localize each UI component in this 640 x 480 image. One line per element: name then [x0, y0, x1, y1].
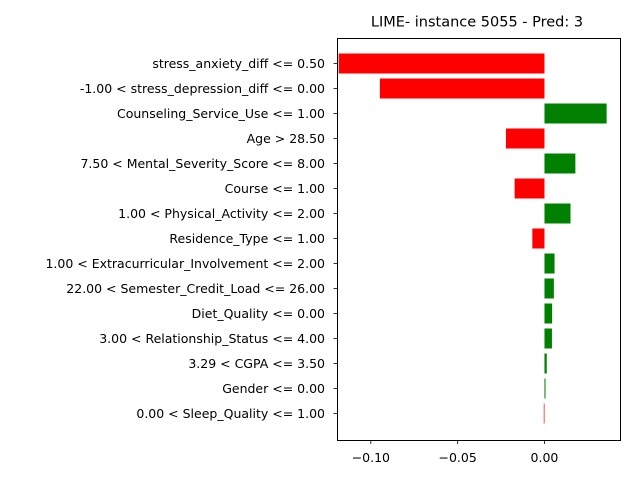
- bar-10: [544, 303, 553, 324]
- x-ticks: −0.10 −0.05 0.00: [352, 440, 559, 465]
- bar-7: [532, 228, 545, 249]
- bar-11: [544, 328, 552, 349]
- x-tick-label: −0.10: [352, 450, 390, 465]
- x-tick-label: 0.00: [531, 450, 559, 465]
- bar-9: [544, 278, 554, 299]
- bar-3: [505, 128, 545, 149]
- y-tick-label: 1.00 < Extracurricular_Involvement <= 2.…: [45, 256, 325, 271]
- bar-0: [338, 53, 545, 74]
- bar-8: [544, 253, 555, 274]
- y-tick-label: Age > 28.50: [247, 131, 325, 146]
- bar-14: [543, 403, 545, 424]
- chart-title: LIME- instance 5055 - Pred: 3: [371, 15, 583, 31]
- y-tick-label: Gender <= 0.00: [222, 381, 325, 396]
- bars-group: [338, 53, 607, 424]
- y-tick-label: -1.00 < stress_depression_diff <= 0.00: [80, 81, 325, 96]
- y-tick-label: 1.00 < Physical_Activity <= 2.00: [118, 206, 325, 221]
- y-tick-labels: stress_anxiety_diff <= 0.50 -1.00 < stres…: [45, 56, 337, 421]
- bar-13: [544, 378, 546, 399]
- y-tick-label: Diet_Quality <= 0.00: [192, 306, 325, 321]
- y-tick-label: Residence_Type <= 1.00: [169, 231, 325, 246]
- bar-6: [544, 203, 571, 224]
- y-tick-label: 3.00 < Relationship_Status <= 4.00: [99, 331, 325, 346]
- y-tick-label: 0.00 < Sleep_Quality <= 1.00: [136, 406, 325, 421]
- y-tick-label: 22.00 < Semester_Credit_Load <= 26.00: [66, 281, 325, 296]
- bar-5: [514, 178, 545, 199]
- y-tick-label: 3.29 < CGPA <= 3.50: [188, 356, 325, 371]
- bar-2: [544, 103, 607, 124]
- bar-1: [379, 78, 545, 99]
- y-tick-label: 7.50 < Mental_Severity_Score <= 8.00: [80, 156, 325, 171]
- x-tick-label: −0.05: [439, 450, 477, 465]
- plot-frame: [337, 38, 621, 441]
- y-tick-label: stress_anxiety_diff <= 0.50: [152, 56, 325, 71]
- bar-12: [544, 353, 547, 374]
- bar-4: [544, 153, 576, 174]
- y-tick-label: Course <= 1.00: [225, 181, 325, 196]
- y-tick-label: Counseling_Service_Use <= 1.00: [117, 106, 325, 121]
